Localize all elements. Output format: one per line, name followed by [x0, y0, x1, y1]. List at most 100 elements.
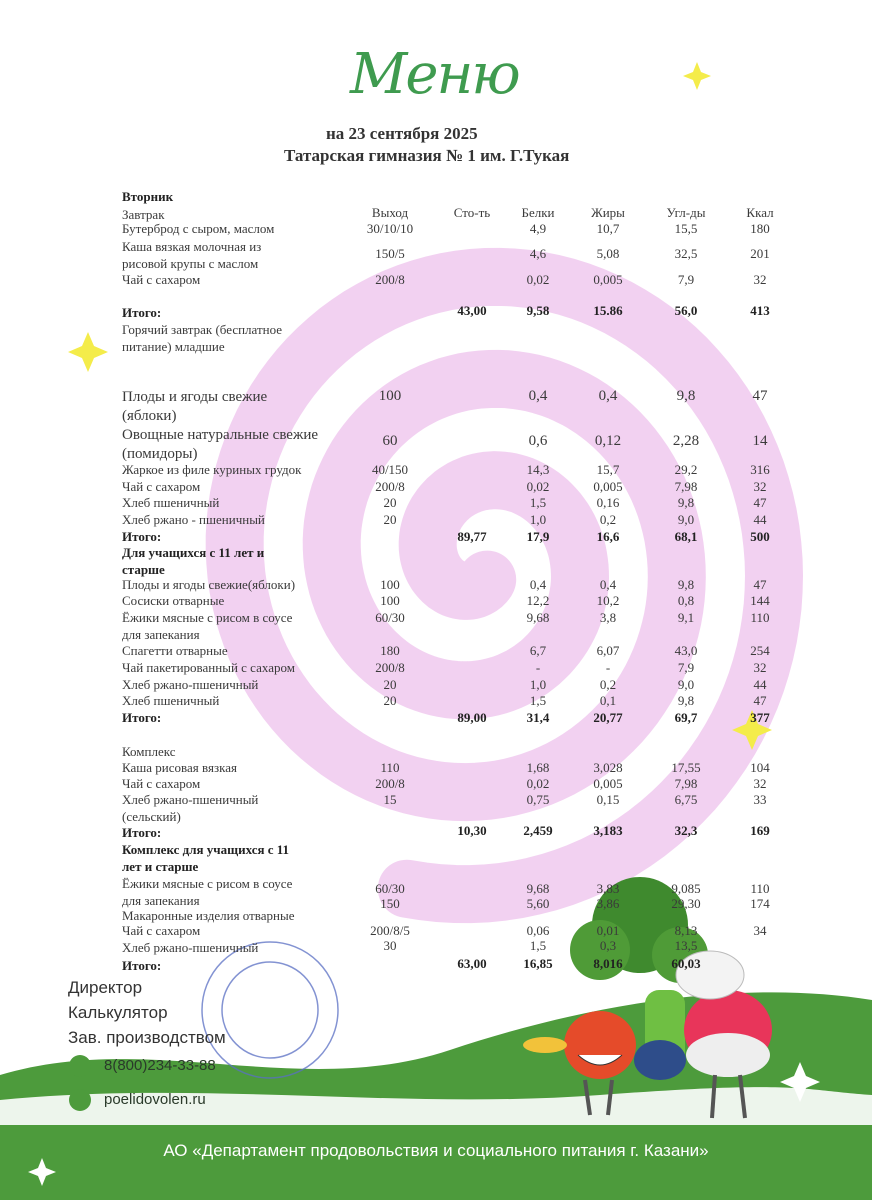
- dish-name: Ёжики мясные с рисом в соусе: [122, 610, 293, 625]
- cell-value: 60,03: [671, 956, 701, 971]
- column-header: Жиры: [591, 205, 625, 220]
- cell-value: 33: [753, 792, 767, 807]
- dish-name: Горячий завтрак (бесплатное: [122, 322, 283, 337]
- cell-value: 0,4: [528, 388, 548, 404]
- cell-value: 17,9: [526, 529, 550, 544]
- dish-name: (яблоки): [122, 408, 177, 424]
- dish-name: (сельский): [122, 809, 181, 824]
- cell-value: 9,0: [677, 677, 695, 692]
- cell-value: 1,0: [529, 512, 547, 527]
- cell-value: 174: [750, 896, 770, 911]
- cell-value: 29,30: [671, 896, 701, 911]
- cell-value: 9,58: [526, 303, 550, 318]
- cell-value: 44: [753, 512, 767, 527]
- school: Татарская гимназия № 1 им. Г.Тукая: [284, 146, 570, 165]
- cell-value: 1,68: [526, 760, 550, 775]
- cell-value: 16,6: [596, 529, 620, 544]
- signature-label: Калькулятор: [68, 1003, 168, 1022]
- signature-label: Директор: [68, 978, 143, 997]
- cell-value: 7,9: [677, 272, 695, 287]
- cell-value: 150: [380, 896, 400, 911]
- dish-name: Хлеб ржано-пшеничный: [122, 940, 259, 955]
- dish-name: Жаркое из филе куриных грудок: [122, 462, 302, 477]
- cell-value: 43,00: [457, 303, 487, 318]
- cell-value: 0,15: [596, 792, 620, 807]
- cell-value: 15.86: [593, 303, 623, 318]
- cell-value: 0,02: [526, 479, 550, 494]
- cell-value: 0,2: [599, 677, 617, 692]
- star: [683, 62, 711, 90]
- dish-name: Итого:: [122, 825, 162, 840]
- cell-value: 10,30: [457, 823, 487, 838]
- star: [68, 332, 108, 372]
- cell-value: 1,5: [529, 938, 547, 953]
- dish-name: Итого:: [122, 958, 162, 973]
- cell-value: 500: [750, 529, 770, 544]
- cell-value: 47: [752, 388, 768, 404]
- cell-value: 15,7: [596, 462, 620, 477]
- cell-value: 180: [380, 643, 400, 658]
- footer: АО «Департамент продовольствия и социаль…: [163, 1141, 709, 1160]
- cell-value: 254: [750, 643, 770, 658]
- cell-value: 29,2: [674, 462, 698, 477]
- dish-name: Ёжики мясные с рисом в соусе: [122, 876, 293, 891]
- dish-name: рисовой крупы с маслом: [122, 256, 259, 271]
- cell-value: 63,00: [457, 956, 487, 971]
- dish-name: Овощные натуральные свежие: [122, 427, 319, 443]
- cell-value: 0,02: [526, 272, 550, 287]
- cell-value: 0,75: [526, 792, 550, 807]
- dish-name: Хлеб ржано - пшеничный: [122, 512, 265, 527]
- cell-value: 169: [750, 823, 770, 838]
- cell-value: 100: [380, 577, 400, 592]
- star: [732, 710, 772, 750]
- cell-value: 200/8: [375, 776, 405, 791]
- cell-value: 14: [752, 433, 768, 449]
- column-header: Сто-ть: [453, 205, 491, 220]
- cell-value: 60/30: [375, 881, 405, 896]
- cell-value: 1,0: [529, 677, 547, 692]
- cell-value: 0,4: [598, 388, 618, 404]
- cell-value: 110: [750, 610, 770, 625]
- cell-value: 9,8: [676, 388, 696, 404]
- cell-value: 31,4: [526, 710, 550, 725]
- star: [28, 1158, 56, 1186]
- cell-value: 20: [383, 512, 397, 527]
- cell-value: 144: [750, 593, 770, 608]
- dish-name: Итого:: [122, 710, 162, 725]
- cell-value: 180: [750, 221, 770, 236]
- cell-value: 20: [383, 693, 397, 708]
- cell-value: 20: [383, 677, 397, 692]
- cell-value: 316: [750, 462, 770, 477]
- cell-value: 44: [753, 677, 767, 692]
- cell-value: 0,1: [599, 693, 617, 708]
- cell-value: 16,85: [523, 956, 553, 971]
- phone-icon: [69, 1055, 91, 1077]
- cell-value: 12,2: [526, 593, 550, 608]
- cell-value: 32,3: [674, 823, 698, 838]
- cell-value: 9,1: [677, 610, 695, 625]
- cell-value: 15,5: [674, 221, 698, 236]
- cell-value: 15: [383, 792, 397, 807]
- dish-name: для запекания: [122, 627, 200, 642]
- dish-name: Каша рисовая вязкая: [122, 760, 237, 775]
- dish-name: Итого:: [122, 305, 162, 320]
- dish-name: Хлеб ржано-пшеничный: [122, 677, 259, 692]
- cell-value: 9,68: [526, 610, 550, 625]
- cell-value: 60: [382, 433, 398, 449]
- cell-value: 0,02: [526, 776, 550, 791]
- cell-value: 9,8: [677, 693, 695, 708]
- column-header: Белки: [521, 205, 555, 220]
- spiral-decoration: [205, 247, 804, 924]
- cell-value: 1,5: [529, 693, 547, 708]
- cell-value: 3,028: [593, 760, 623, 775]
- cell-value: 4,9: [529, 221, 547, 236]
- cell-value: 9,68: [526, 881, 550, 896]
- dish-name: Комплекс: [122, 744, 176, 759]
- dish-name: Плоды и ягоды свежие: [122, 389, 268, 405]
- cell-value: 69,7: [674, 710, 698, 725]
- cell-value: 9,8: [677, 577, 695, 592]
- dish-name: Хлеб пшеничный: [122, 693, 220, 708]
- dish-name: Макаронные изделия отварные: [122, 908, 295, 923]
